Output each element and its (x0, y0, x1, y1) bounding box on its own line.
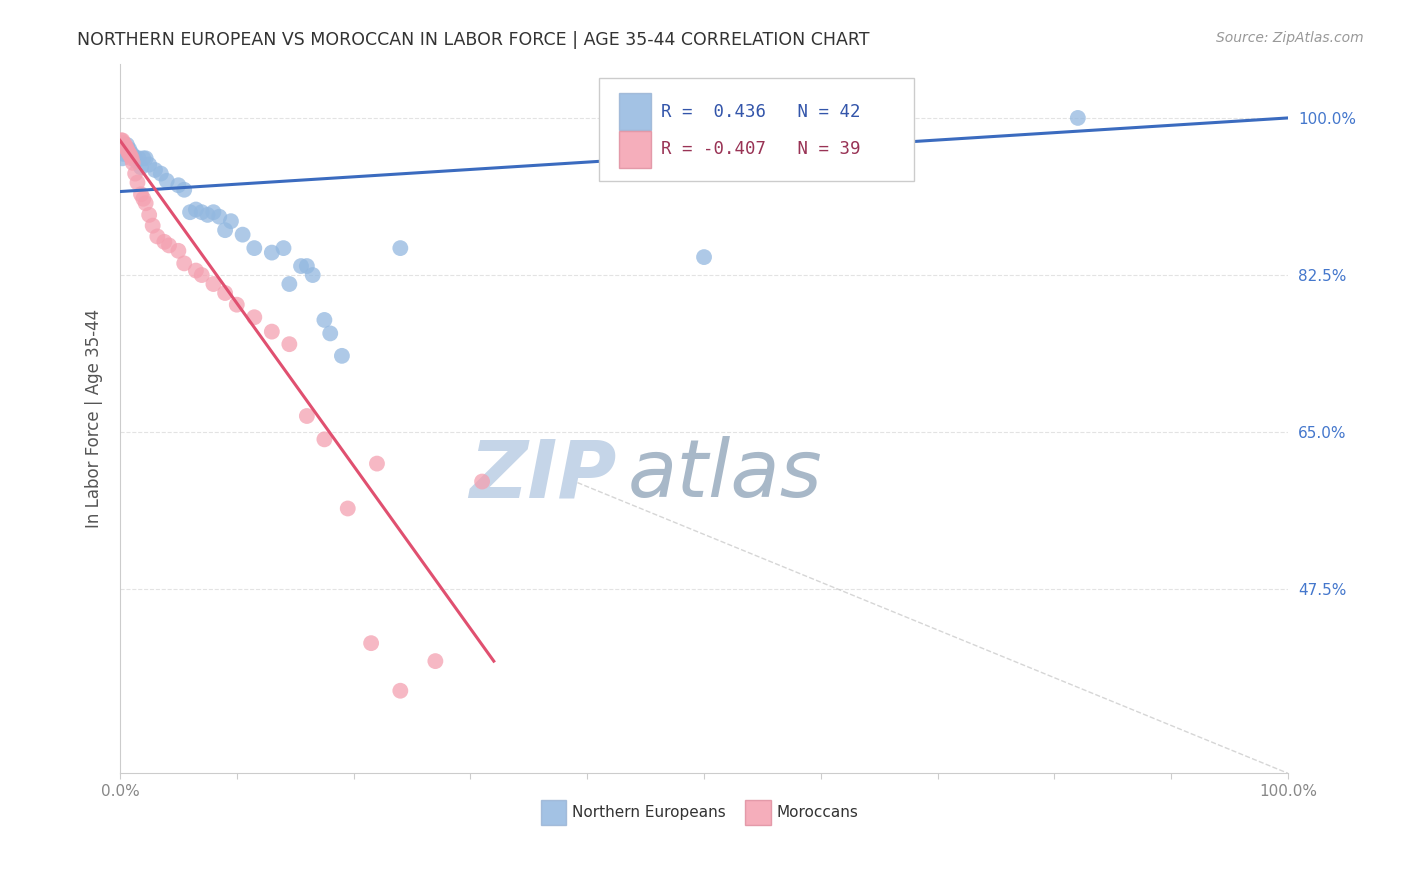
Point (290, 259, 312, 273)
Text: ZIP: ZIP (470, 436, 616, 515)
Point (146, 229, 169, 244)
Point (114, 139, 136, 153)
Point (120, 148, 142, 162)
Point (301, 268, 323, 282)
Point (121, 156, 143, 170)
Point (273, 241, 295, 255)
Point (157, 238, 180, 252)
Point (184, 202, 207, 217)
Point (112, 146, 135, 161)
Point (295, 409, 318, 423)
Point (197, 208, 219, 222)
Point (115, 142, 138, 156)
Point (219, 214, 242, 228)
Text: Moroccans: Moroccans (776, 805, 858, 820)
Point (278, 337, 301, 351)
Bar (619, 93, 651, 130)
Point (184, 263, 207, 277)
Point (143, 163, 166, 178)
Point (214, 285, 236, 300)
Point (115, 137, 138, 152)
Point (156, 174, 179, 188)
Point (117, 145, 139, 159)
Point (112, 136, 135, 150)
Point (127, 176, 149, 190)
Point (132, 152, 155, 166)
Point (425, 654, 447, 668)
Point (117, 142, 139, 156)
Point (138, 208, 160, 222)
Point (232, 227, 254, 242)
Point (202, 205, 225, 219)
Point (124, 167, 146, 181)
Y-axis label: In Labor Force | Age 35-44: In Labor Force | Age 35-44 (86, 310, 103, 528)
Point (360, 636, 382, 650)
Point (202, 277, 225, 291)
Text: NORTHERN EUROPEAN VS MOROCCAN IN LABOR FORCE | AGE 35-44 CORRELATION CHART: NORTHERN EUROPEAN VS MOROCCAN IN LABOR F… (77, 31, 870, 49)
Point (153, 235, 176, 249)
Point (114, 137, 136, 152)
Point (471, 475, 494, 489)
Point (167, 244, 190, 258)
Point (118, 142, 141, 156)
Point (111, 133, 134, 147)
Point (693, 250, 716, 264)
Point (128, 152, 150, 166)
Point (173, 256, 195, 270)
Point (330, 349, 353, 363)
Point (114, 142, 136, 156)
Bar (745, 800, 770, 825)
Point (243, 310, 266, 325)
Point (295, 259, 318, 273)
Point (214, 223, 236, 237)
Point (319, 326, 342, 341)
Text: R =  0.436   N = 42: R = 0.436 N = 42 (661, 103, 860, 120)
Point (135, 196, 157, 211)
Point (129, 161, 152, 175)
Point (190, 205, 212, 219)
Point (190, 268, 212, 282)
Point (389, 683, 412, 698)
Point (110, 133, 132, 147)
FancyBboxPatch shape (599, 78, 914, 181)
Point (366, 457, 388, 471)
Point (260, 245, 283, 260)
Point (208, 210, 231, 224)
Point (135, 152, 157, 166)
Point (132, 192, 155, 206)
Point (121, 146, 143, 161)
Point (149, 167, 172, 181)
Point (129, 187, 152, 202)
Point (314, 313, 336, 327)
Point (314, 433, 336, 447)
Point (173, 183, 195, 197)
Text: R = -0.407   N = 39: R = -0.407 N = 39 (661, 140, 860, 158)
Point (336, 501, 359, 516)
Point (225, 298, 247, 312)
Text: Source: ZipAtlas.com: Source: ZipAtlas.com (1216, 31, 1364, 45)
Point (142, 219, 165, 233)
Point (122, 149, 145, 163)
Point (179, 205, 201, 219)
Text: atlas: atlas (628, 436, 823, 515)
Text: Northern Europeans: Northern Europeans (572, 805, 725, 820)
Bar (619, 131, 651, 168)
Point (167, 178, 190, 193)
Point (1067, 111, 1090, 125)
Point (243, 241, 266, 255)
Point (111, 152, 134, 166)
Point (125, 154, 148, 169)
Point (121, 152, 143, 166)
Point (114, 142, 136, 156)
Point (389, 241, 412, 255)
Point (278, 277, 301, 291)
Point (118, 146, 141, 161)
Bar (540, 800, 567, 825)
Point (138, 158, 160, 172)
Point (260, 325, 283, 339)
